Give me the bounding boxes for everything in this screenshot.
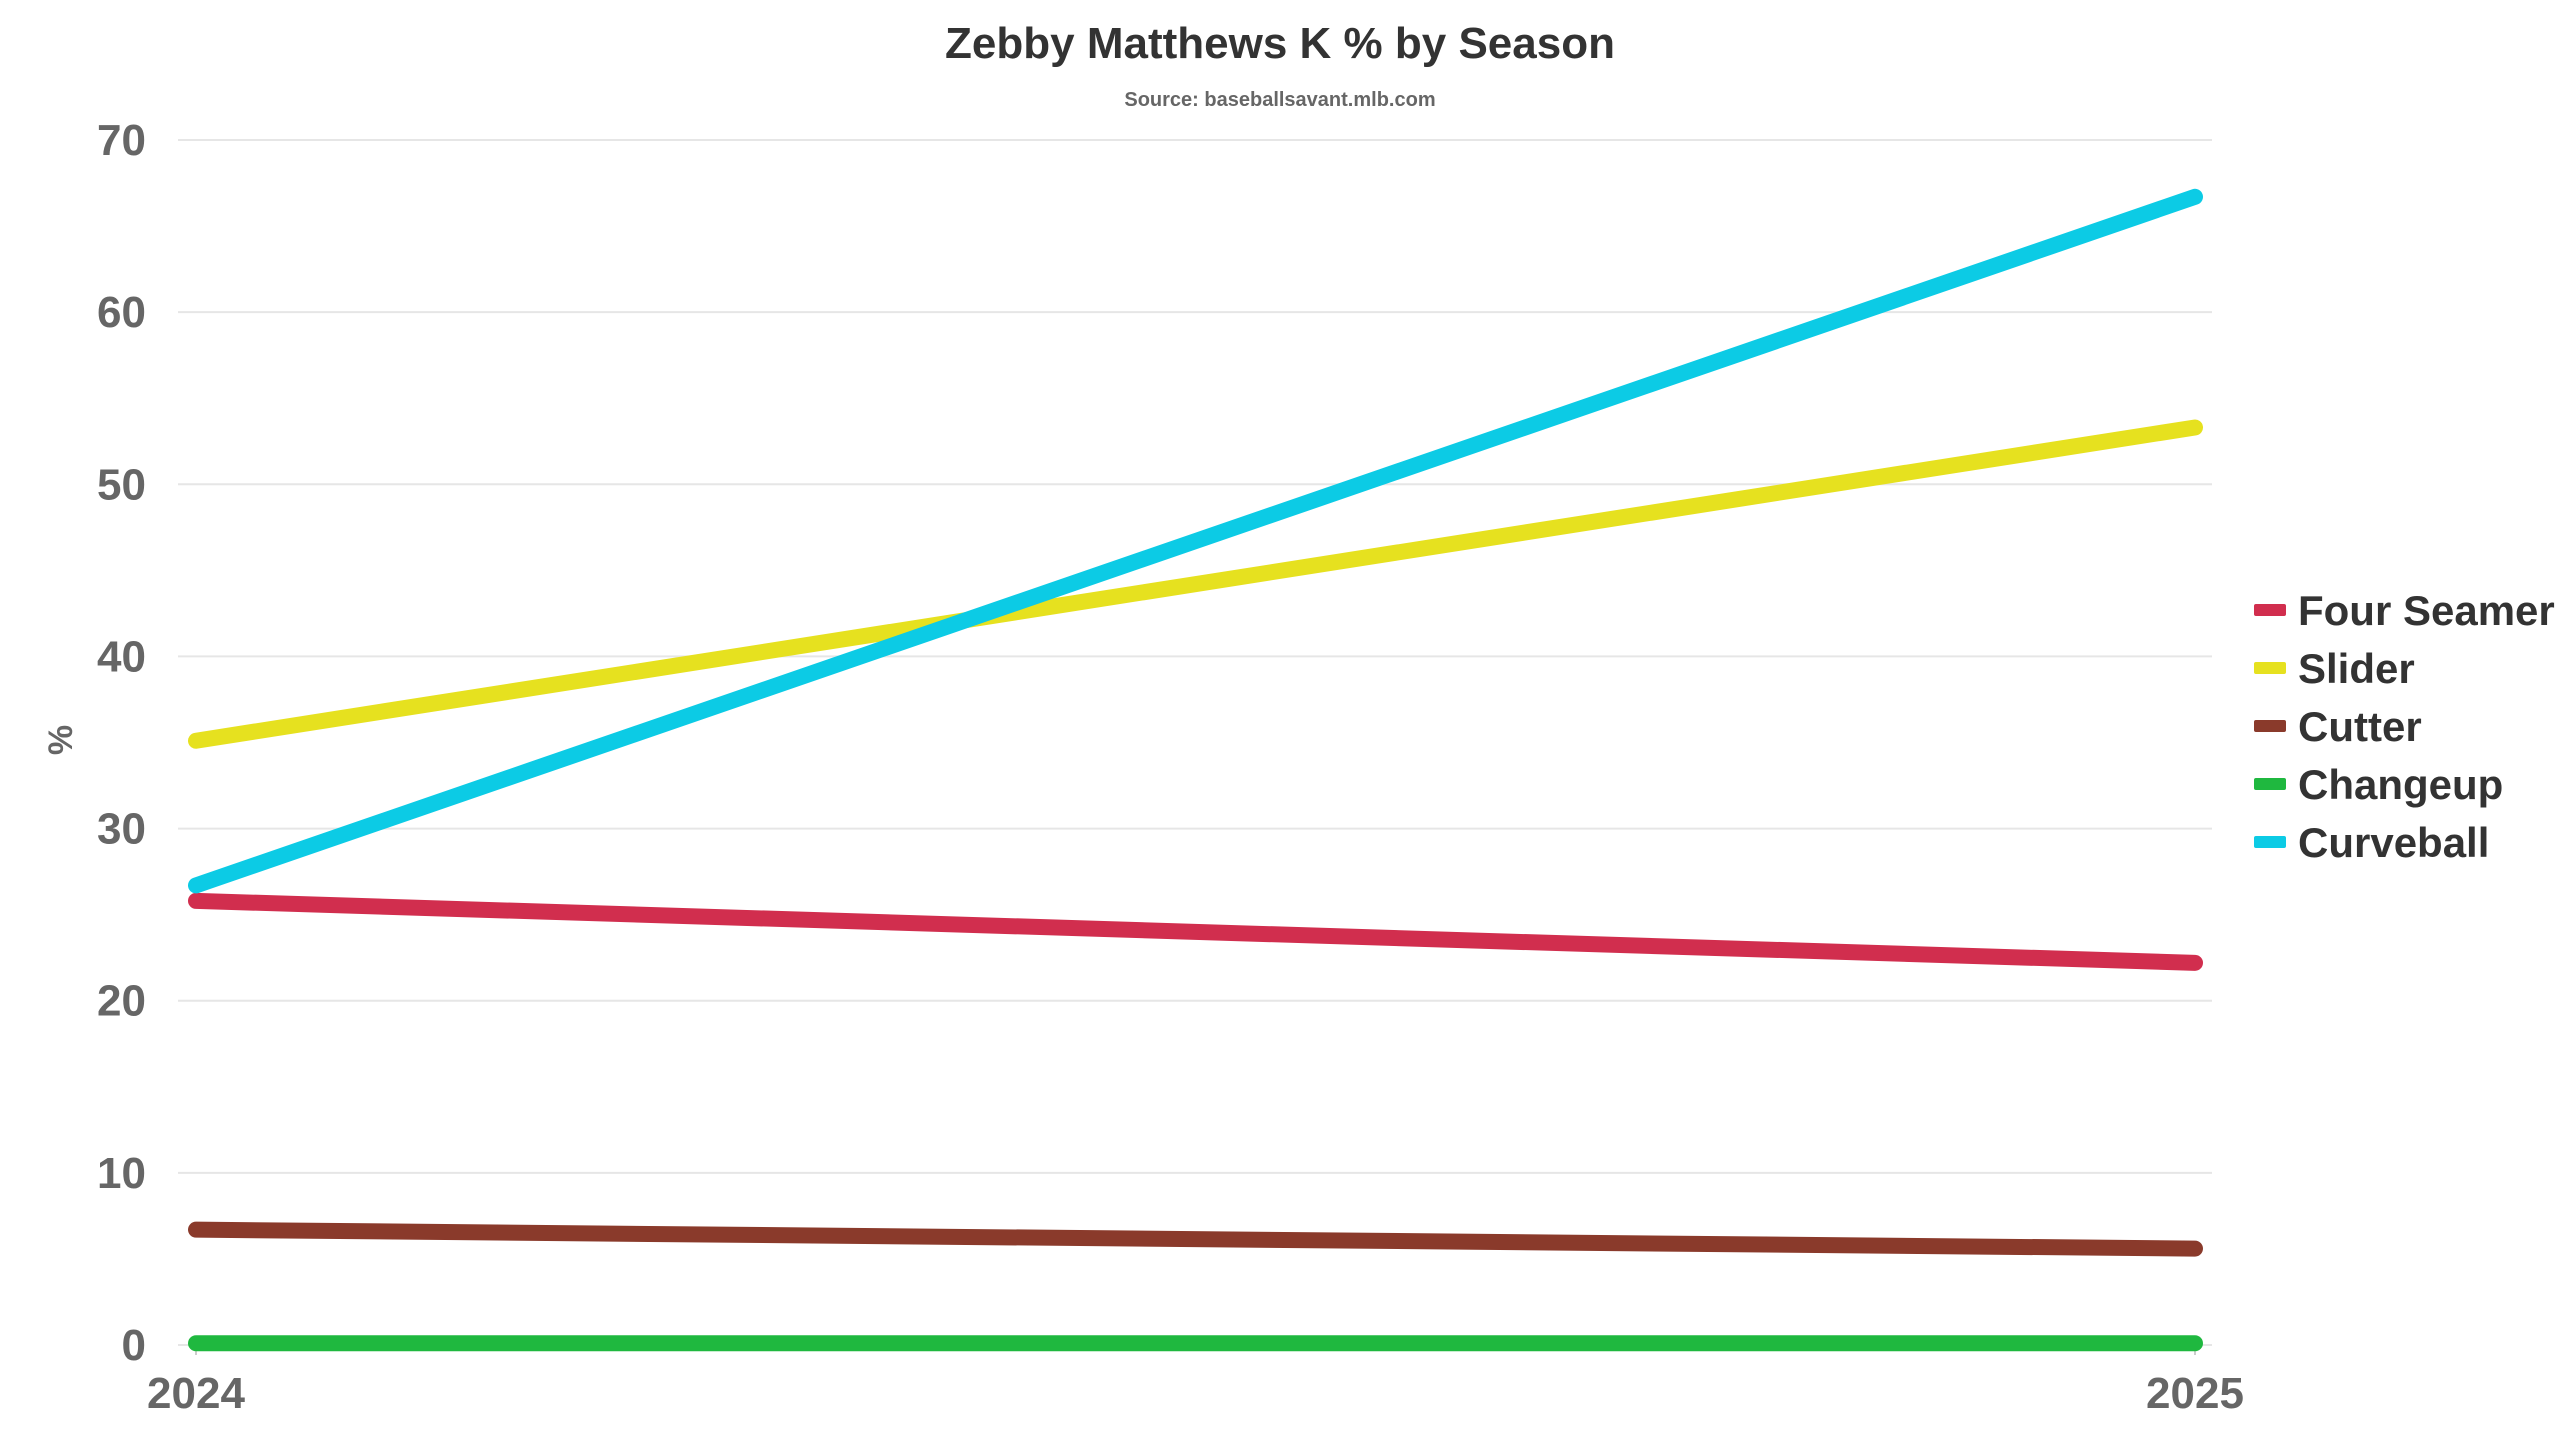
legend-label-changeup: Changeup — [2298, 761, 2503, 808]
y-tick-label: 30 — [97, 805, 146, 854]
grid-lines — [178, 139, 2212, 1346]
legend-label-four-seamer: Four Seamer — [2298, 587, 2555, 634]
legend-label-curveball: Curveball — [2298, 819, 2489, 866]
legend: Four Seamer Slider Cutter Changeup Curveball — [2254, 587, 2555, 866]
legend-swatch-slider — [2254, 662, 2286, 674]
series-line-cutter — [188, 1221, 2203, 1257]
legend-label-slider: Slider — [2298, 645, 2415, 692]
chart-title: Zebby Matthews K % by Season — [945, 19, 1615, 68]
chart-subtitle: Source: baseballsavant.mlb.com — [1124, 89, 1435, 111]
x-axis-ticks: 2024 2025 — [147, 1345, 2244, 1418]
legend-label-cutter: Cutter — [2298, 703, 2422, 750]
series-line-four-seamer — [188, 892, 2203, 971]
y-axis-label: % — [42, 725, 80, 755]
series-lines — [188, 188, 2203, 1352]
series-line-slider — [188, 419, 2203, 749]
x-tick-label: 2024 — [147, 1369, 245, 1418]
x-tick-label: 2025 — [2146, 1369, 2244, 1418]
legend-swatch-curveball — [2254, 836, 2286, 848]
series-line-curveball — [188, 188, 2203, 894]
y-tick-label: 60 — [97, 288, 146, 337]
y-tick-label: 0 — [122, 1321, 146, 1370]
legend-swatch-changeup — [2254, 778, 2286, 790]
y-tick-label: 50 — [97, 460, 146, 509]
y-tick-label: 70 — [97, 116, 146, 165]
y-tick-label: 10 — [97, 1149, 146, 1198]
legend-swatch-four-seamer — [2254, 604, 2286, 616]
y-axis-ticks: 0 10 20 30 40 50 60 70 — [97, 116, 146, 1370]
y-tick-label: 20 — [97, 977, 146, 1026]
legend-swatch-cutter — [2254, 720, 2286, 732]
y-tick-label: 40 — [97, 632, 146, 681]
